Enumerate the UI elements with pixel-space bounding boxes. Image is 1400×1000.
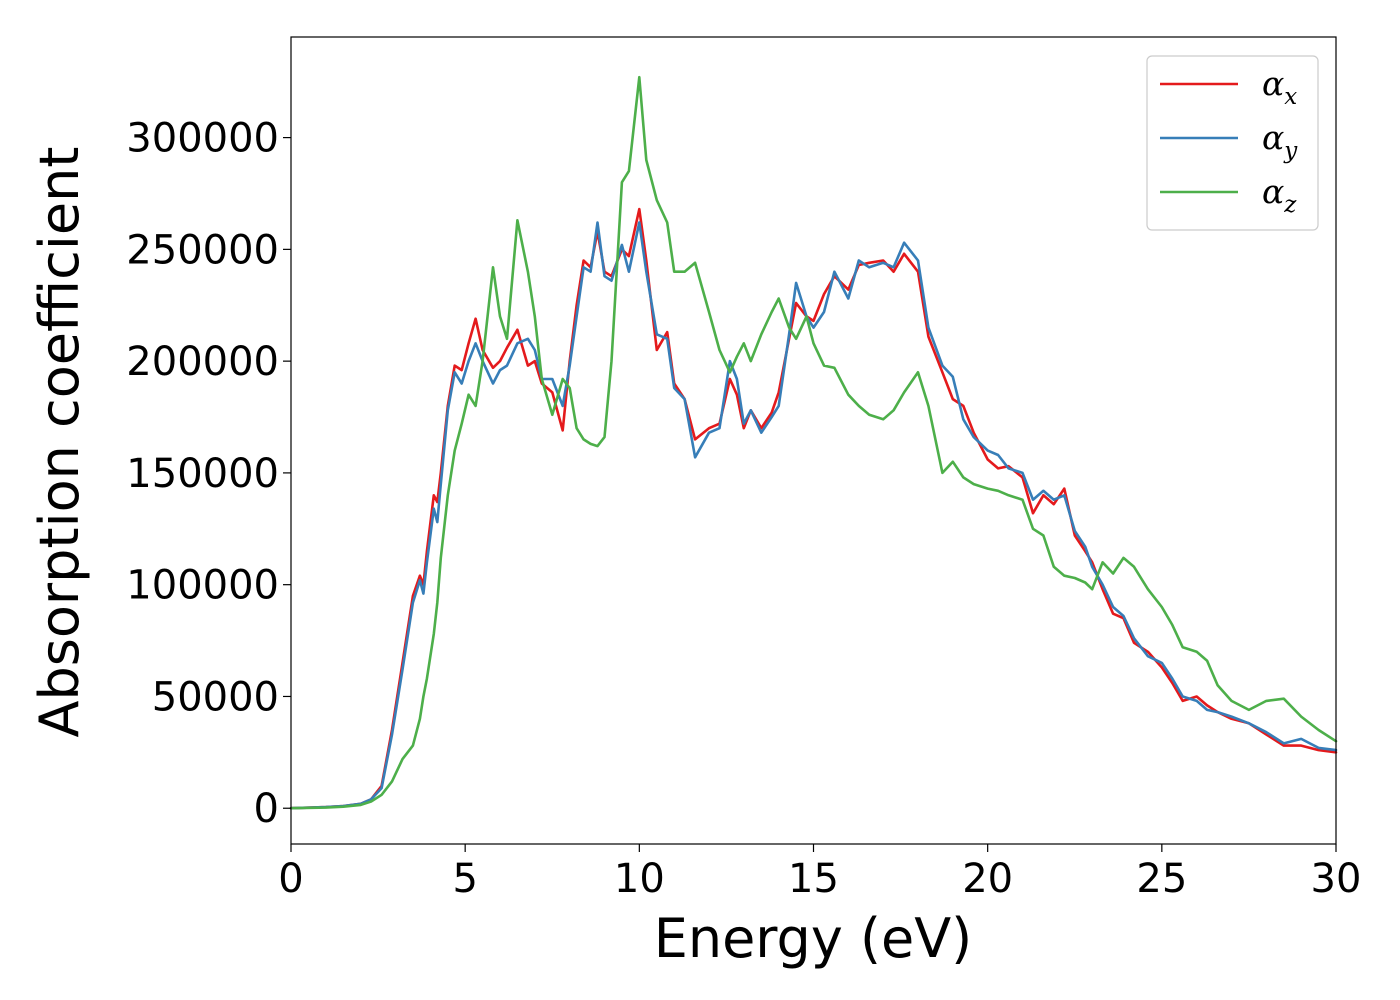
legend-box [1146, 55, 1319, 231]
x-tick-label: 25 [1136, 856, 1187, 902]
x-axis-ticks: 0 5 10 15 20 25 30 [278, 844, 1361, 902]
legend-label-alpha-y: αy [1262, 118, 1298, 164]
x-tick-label: 15 [788, 856, 839, 902]
series-layer [289, 75, 1338, 810]
y-tick-label: 150000 [126, 451, 279, 497]
y-tick-label: 0 [254, 786, 279, 832]
legend-subscript: y [1283, 138, 1298, 164]
x-axis-title: Energy (eV) [654, 907, 973, 970]
y-tick-label: 300000 [126, 116, 279, 162]
legend-symbol: α [1262, 64, 1284, 103]
y-tick-label: 250000 [126, 227, 279, 273]
y-tick-label: 100000 [126, 563, 279, 609]
y-axis-title: Absorption coefficient [28, 147, 91, 738]
legend-subscript: x [1284, 84, 1297, 110]
legend-label-alpha-x: αx [1262, 64, 1297, 110]
series-line-alpha-y [289, 221, 1338, 810]
x-tick-label: 30 [1311, 856, 1362, 902]
legend-label-alpha-z: αz [1262, 172, 1297, 218]
x-tick-label: 10 [614, 856, 665, 902]
legend-symbol: α [1262, 118, 1284, 157]
y-axis-ticks: 0 50000 100000 150000 200000 250000 300000 [126, 116, 291, 832]
series-line-alpha-z [289, 75, 1338, 810]
legend-subscript: z [1283, 192, 1297, 218]
x-tick-label: 20 [962, 856, 1013, 902]
series-line-alpha-x [289, 207, 1338, 810]
x-tick-label: 0 [278, 856, 303, 902]
y-tick-label: 200000 [126, 339, 279, 385]
x-tick-label: 5 [452, 856, 477, 902]
legend-symbol: α [1262, 172, 1284, 211]
y-tick-label: 50000 [152, 674, 279, 720]
